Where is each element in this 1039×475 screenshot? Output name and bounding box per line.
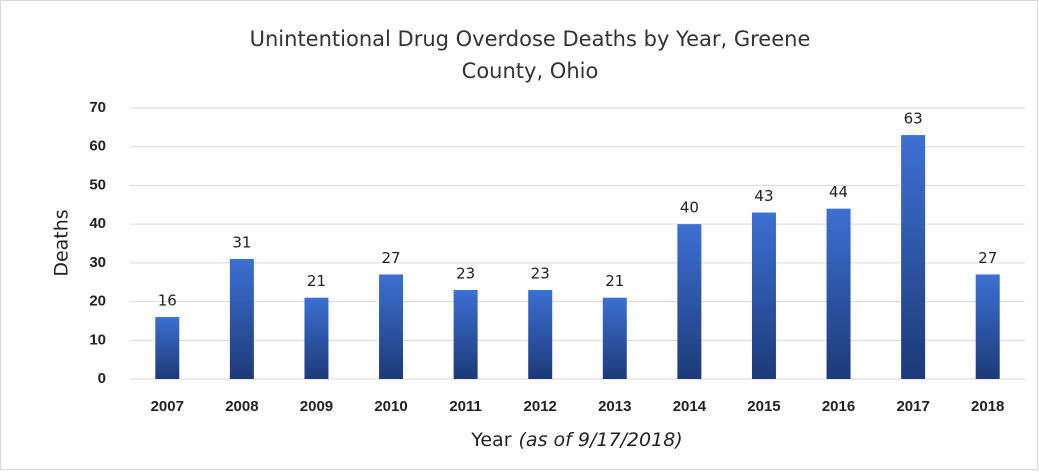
bar: [751, 212, 776, 379]
y-tick-label: 60: [89, 138, 106, 155]
x-tick-label: 2018: [971, 398, 1004, 415]
chart-title: County, Ohio: [462, 59, 599, 83]
data-label: 31: [232, 233, 251, 251]
bar: [677, 224, 702, 379]
data-label: 43: [754, 187, 773, 205]
chart-title: Unintentional Drug Overdose Deaths by Ye…: [250, 27, 811, 51]
x-axis-label-note: (as of 9/17/2018): [519, 429, 683, 451]
data-label: 16: [158, 292, 177, 310]
x-tick-label: 2013: [598, 398, 631, 415]
bar: [901, 135, 926, 379]
y-tick-label: 20: [89, 293, 106, 310]
x-tick-label: 2014: [673, 398, 707, 415]
y-tick-label: 0: [98, 370, 106, 387]
bar: [602, 297, 627, 379]
bar: [453, 289, 478, 379]
y-tick-label: 50: [89, 176, 106, 193]
bar: [155, 317, 180, 379]
x-tick-label: 2009: [300, 398, 333, 415]
data-label: 23: [531, 264, 550, 282]
x-tick-label: 2008: [225, 398, 258, 415]
bar: [528, 289, 553, 379]
x-tick-label: 2016: [822, 398, 855, 415]
x-tick-label: 2011: [449, 398, 482, 415]
bar: [304, 297, 329, 379]
bar: [826, 208, 851, 379]
y-axis-label: Deaths: [51, 209, 73, 276]
y-tick-label: 40: [89, 215, 106, 232]
x-tick-label: 2010: [374, 398, 407, 415]
data-label: 44: [829, 183, 848, 201]
bar: [975, 274, 1000, 379]
data-label: 27: [978, 249, 997, 267]
y-tick-label: 30: [89, 254, 106, 271]
x-tick-label: 2012: [524, 398, 557, 415]
y-tick-label: 70: [89, 99, 106, 116]
data-label: 21: [307, 272, 326, 290]
data-label: 40: [680, 199, 699, 217]
x-tick-label: 2007: [151, 398, 184, 415]
x-tick-label: 2015: [747, 398, 780, 415]
x-axis-label: Year (as of 9/17/2018): [470, 429, 682, 451]
data-label: 63: [904, 110, 923, 128]
y-tick-label: 10: [89, 331, 106, 348]
data-label: 21: [605, 272, 624, 290]
bar: [229, 258, 254, 379]
x-axis-label-main: Year: [470, 429, 511, 451]
data-label: 27: [381, 249, 400, 267]
data-label: 23: [456, 264, 475, 282]
x-tick-label: 2017: [896, 398, 929, 415]
bar: [379, 274, 404, 379]
